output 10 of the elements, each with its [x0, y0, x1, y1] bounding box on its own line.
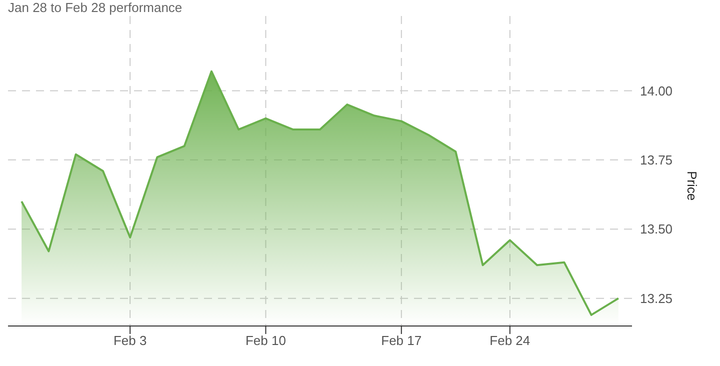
- chart-title: Jan 28 to Feb 28 performance: [8, 0, 182, 15]
- y-tick-label: 13.50: [640, 222, 673, 237]
- x-tick-label: Feb 3: [113, 333, 147, 348]
- y-tick-label: 13.25: [640, 290, 673, 306]
- x-tick-label: Feb 17: [381, 333, 422, 348]
- x-tick-label: Feb 24: [490, 333, 530, 348]
- y-axis-title: Price: [684, 171, 700, 201]
- y-tick-label: 14.00: [640, 83, 673, 98]
- y-tick-label: 13.75: [640, 152, 673, 168]
- x-tick-label: Feb 10: [245, 333, 286, 348]
